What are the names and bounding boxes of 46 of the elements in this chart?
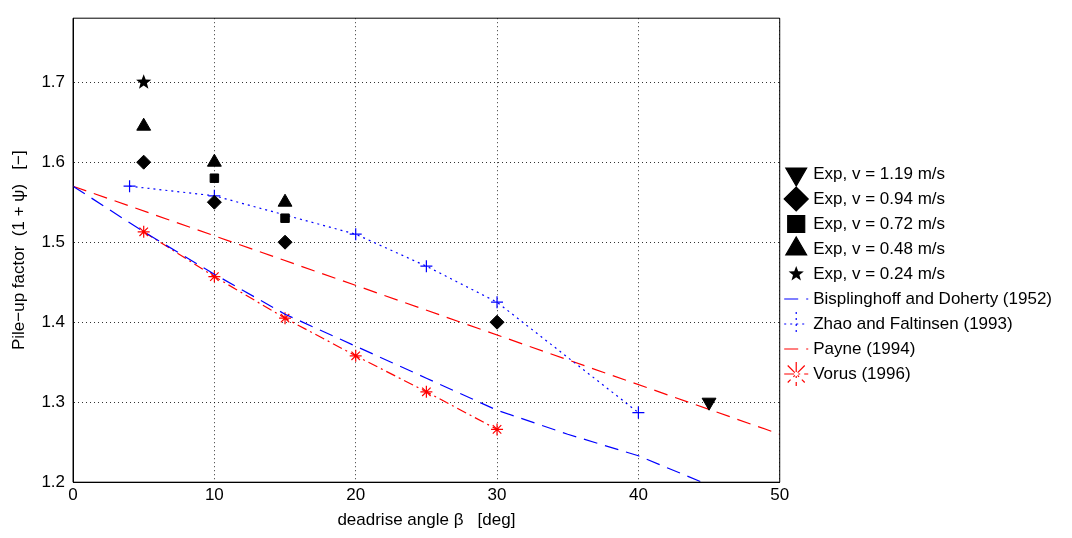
point [209,173,220,183]
point [701,397,717,411]
point [490,295,504,309]
legend-label: Exp, v = 1.19 m/s [813,163,946,183]
point [207,270,221,284]
point [206,194,222,210]
x-tick-label: 30 [487,485,507,505]
legend-label: Exp, v = 0.72 m/s [813,213,946,233]
x-tick-label: 20 [346,485,366,505]
point [419,385,433,399]
point [136,117,152,131]
legend-label: Zhao and Faltinsen (1993) [813,313,1013,333]
legend-label: Vorus (1996) [813,363,911,383]
y-tick-label: 1.6 [41,151,66,171]
point [490,422,504,436]
point [280,213,290,223]
point [122,179,137,193]
point [277,234,293,250]
y-tick-label: 1.7 [41,71,66,91]
y-axis-title: Pile−up factor (1 + ψ) [−] [8,150,28,351]
point [489,314,505,330]
point [349,349,363,363]
y-tick-label: 1.2 [41,471,66,491]
point [277,193,293,207]
x-axis-title: deadrise angle β [deg] [337,510,516,530]
legend-label: Payne (1994) [813,338,916,358]
x-tick-label: 0 [68,485,78,505]
point [137,225,151,239]
point [136,74,152,89]
point [349,227,363,241]
point [206,153,222,167]
y-tick-label: 1.5 [41,231,66,251]
x-tick-label: 40 [628,485,648,505]
point [136,154,152,170]
legend-label: Bisplinghoff and Doherty (1952) [813,288,1052,308]
legend-label: Exp, v = 0.48 m/s [813,238,946,258]
point [419,259,433,273]
legend-label: Exp, v = 0.94 m/s [813,188,946,208]
line-series [73,185,703,483]
y-tick-label: 1.4 [41,311,66,331]
point [278,311,292,325]
x-tick-label: 10 [204,485,224,505]
point [631,406,645,420]
legend-label: Exp, v = 0.24 m/s [813,263,946,283]
x-tick-label: 50 [770,485,790,505]
y-tick-label: 1.3 [41,391,66,411]
